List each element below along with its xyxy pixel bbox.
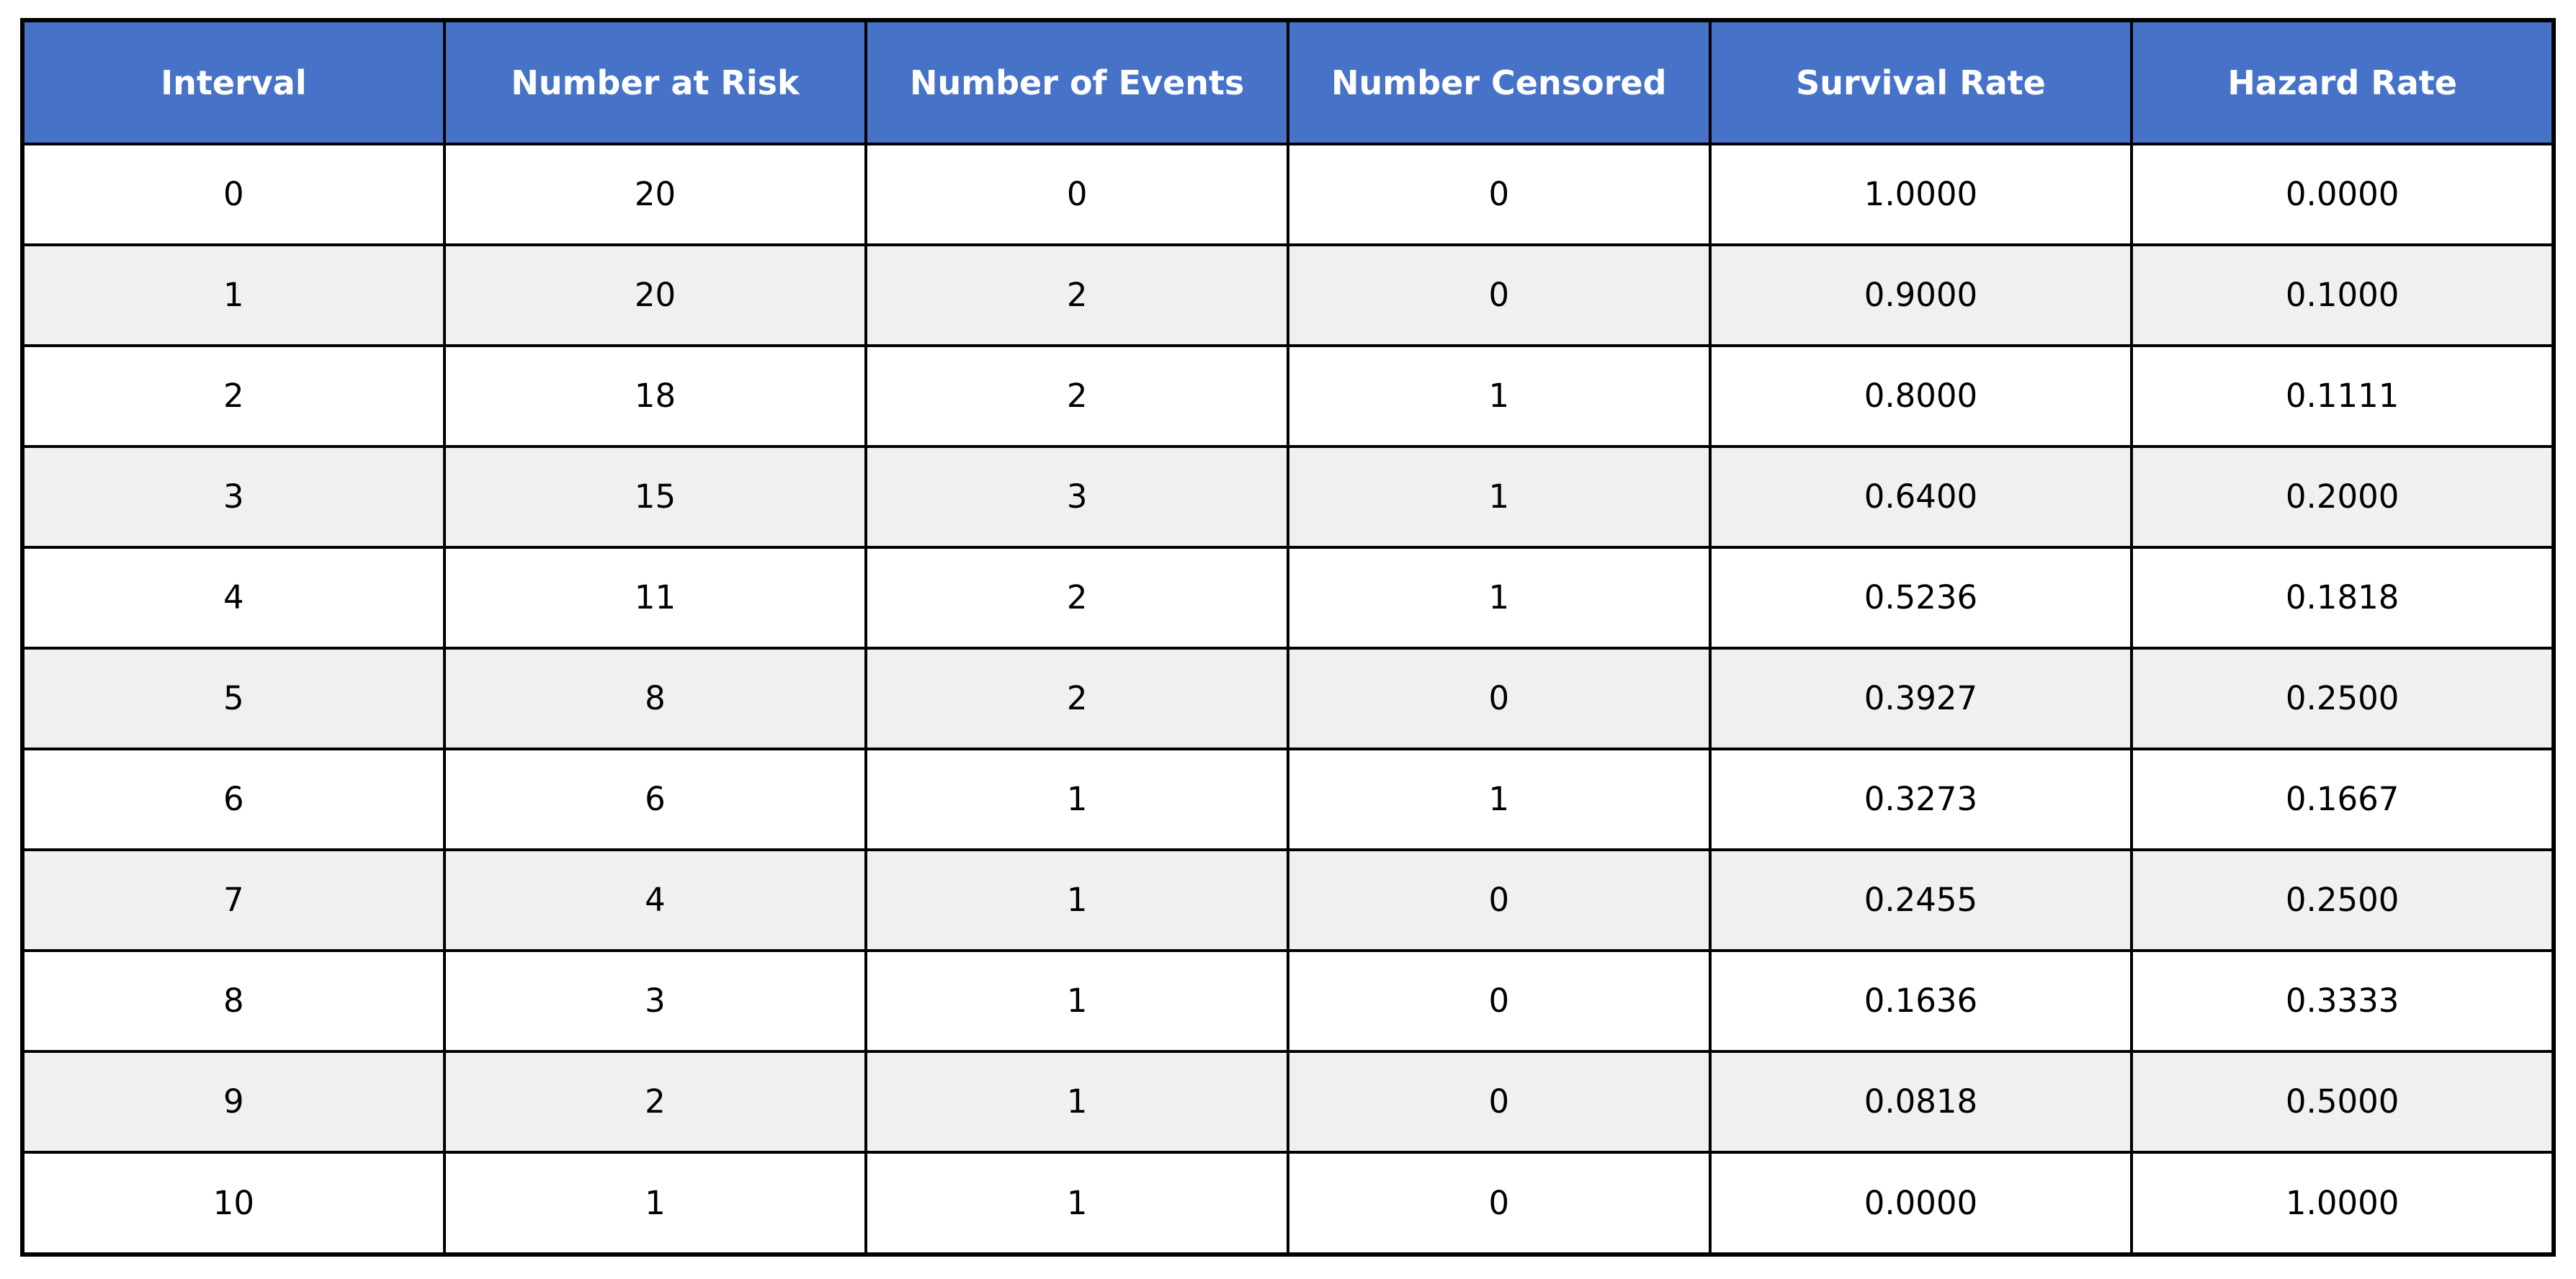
table-cell: 2: [864, 545, 1289, 650]
table-cell: 10: [21, 1150, 446, 1257]
table-cell: 4: [21, 545, 446, 650]
table-cell: 0.9000: [1708, 243, 2134, 347]
table-cell: 3: [864, 444, 1289, 549]
table-row: 6 6 1 1 0.3273 0.1667: [21, 747, 2555, 851]
table-cell: 8: [21, 948, 446, 1053]
table-row: 5 8 2 0 0.3927 0.2500: [21, 646, 2555, 750]
table-cell: 0.6400: [1708, 444, 2134, 549]
table-cell: 0.8000: [1708, 344, 2134, 448]
table-body: 0 20 0 0 1.0000 0.0000 1 20 2 0 0.9000 0…: [21, 143, 2555, 1257]
header-row: Interval Number at Risk Number of Events…: [21, 19, 2555, 145]
table-cell: 1: [21, 243, 446, 347]
table-cell: 1.0000: [2130, 1150, 2555, 1257]
table-cell: 0.1818: [2130, 545, 2555, 650]
table-row: 3 15 3 1 0.6400 0.2000: [21, 444, 2555, 549]
table-cell: 2: [864, 344, 1289, 448]
table-cell: 0.3927: [1708, 646, 2134, 750]
table-row: 10 1 1 0 0.0000 1.0000: [21, 1150, 2555, 1257]
column-header-interval: Interval: [21, 19, 446, 145]
table-cell: 0: [1286, 243, 1712, 347]
table-cell: 0.0000: [2130, 143, 2555, 246]
table-cell: 0.2455: [1708, 848, 2134, 952]
table-cell: 1: [864, 848, 1289, 952]
table-cell: 2: [864, 646, 1289, 750]
table-cell: 1: [864, 948, 1289, 1053]
table-row: 4 11 2 1 0.5236 0.1818: [21, 545, 2555, 650]
table-row: 2 18 2 1 0.8000 0.1111: [21, 344, 2555, 448]
life-table: Interval Number at Risk Number of Events…: [20, 18, 2556, 1257]
table-cell: 0.2000: [2130, 444, 2555, 549]
column-header-number-of-events: Number of Events: [864, 19, 1289, 145]
table-cell: 9: [21, 1049, 446, 1154]
table-cell: 20: [442, 243, 868, 347]
table-cell: 0: [1286, 948, 1712, 1053]
table-cell: 1.0000: [1708, 143, 2134, 246]
column-header-number-censored: Number Censored: [1286, 19, 1712, 145]
table-cell: 1: [1286, 344, 1712, 448]
table-cell: 3: [21, 444, 446, 549]
table-cell: 1: [1286, 444, 1712, 549]
table-cell: 0.5236: [1708, 545, 2134, 650]
table-cell: 0.1636: [1708, 948, 2134, 1053]
table-header: Interval Number at Risk Number of Events…: [21, 19, 2555, 145]
table-cell: 4: [442, 848, 868, 952]
table-row: 7 4 1 0 0.2455 0.2500: [21, 848, 2555, 952]
table-cell: 7: [21, 848, 446, 952]
table-cell: 0.1000: [2130, 243, 2555, 347]
table-row: 9 2 1 0 0.0818 0.5000: [21, 1049, 2555, 1154]
table-cell: 0: [1286, 143, 1712, 246]
table-cell: 2: [21, 344, 446, 448]
table-cell: 18: [442, 344, 868, 448]
table-cell: 1: [864, 1049, 1289, 1154]
table-cell: 11: [442, 545, 868, 650]
table-cell: 8: [442, 646, 868, 750]
table-cell: 15: [442, 444, 868, 549]
table-cell: 2: [864, 243, 1289, 347]
table-cell: 0: [1286, 1049, 1712, 1154]
table-cell: 0: [1286, 646, 1712, 750]
table-cell: 0: [21, 143, 446, 246]
table-cell: 5: [21, 646, 446, 750]
life-table-container: Interval Number at Risk Number of Events…: [20, 18, 2556, 1257]
table-cell: 0.3333: [2130, 948, 2555, 1053]
table-cell: 1: [864, 1150, 1289, 1257]
table-row: 1 20 2 0 0.9000 0.1000: [21, 243, 2555, 347]
table-cell: 1: [1286, 747, 1712, 851]
table-cell: 0.5000: [2130, 1049, 2555, 1154]
table-cell: 6: [21, 747, 446, 851]
table-cell: 0.1111: [2130, 344, 2555, 448]
table-cell: 1: [442, 1150, 868, 1257]
table-cell: 0: [864, 143, 1289, 246]
column-header-hazard-rate: Hazard Rate: [2130, 19, 2555, 145]
table-row: 0 20 0 0 1.0000 0.0000: [21, 143, 2555, 246]
table-cell: 0.2500: [2130, 848, 2555, 952]
table-cell: 0.2500: [2130, 646, 2555, 750]
table-cell: 0.1667: [2130, 747, 2555, 851]
table-cell: 0: [1286, 1150, 1712, 1257]
column-header-survival-rate: Survival Rate: [1708, 19, 2134, 145]
table-cell: 0.0818: [1708, 1049, 2134, 1154]
table-cell: 20: [442, 143, 868, 246]
table-cell: 1: [864, 747, 1289, 851]
table-cell: 0: [1286, 848, 1712, 952]
table-row: 8 3 1 0 0.1636 0.3333: [21, 948, 2555, 1053]
table-cell: 0.0000: [1708, 1150, 2134, 1257]
table-cell: 3: [442, 948, 868, 1053]
table-cell: 0.3273: [1708, 747, 2134, 851]
table-cell: 6: [442, 747, 868, 851]
column-header-number-at-risk: Number at Risk: [442, 19, 868, 145]
table-cell: 2: [442, 1049, 868, 1154]
table-cell: 1: [1286, 545, 1712, 650]
